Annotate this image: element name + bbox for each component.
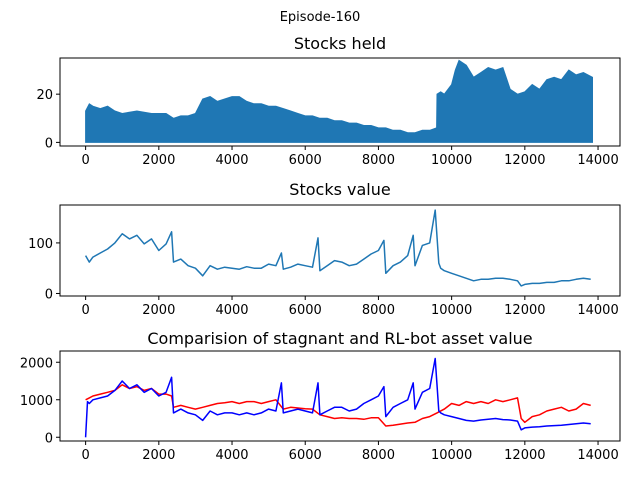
series-line-2 [84, 357, 591, 438]
x-tick-label: 14000 [577, 153, 618, 168]
x-tick-label: 6000 [289, 303, 322, 318]
chart-title: Stocks held [294, 34, 386, 53]
chart-title: Stocks value [289, 180, 390, 199]
x-tick-label: 8000 [362, 448, 395, 463]
x-tick-label: 0 [81, 153, 89, 168]
y-tick-label: 0 [45, 136, 53, 151]
x-tick-label: 8000 [362, 153, 395, 168]
series-area [85, 59, 593, 143]
series-line-1 [85, 384, 591, 427]
y-tick-label: 20 [36, 88, 53, 103]
y-tick-label: 100 [28, 237, 53, 252]
y-tick-label: 0 [45, 287, 53, 302]
x-tick-label: 12000 [504, 303, 545, 318]
chart-panel-asset-comparison: Comparision of stagnant and RL-bot asset… [20, 329, 621, 463]
y-tick-label: 2000 [20, 356, 53, 371]
axes-frame [59, 57, 621, 147]
x-tick-label: 10000 [431, 303, 472, 318]
x-tick-label: 10000 [431, 448, 472, 463]
axes-frame [59, 204, 621, 297]
x-tick-label: 4000 [215, 303, 248, 318]
chart-title: Comparision of stagnant and RL-bot asset… [147, 329, 532, 348]
chart-panel-stocks-held: Stocks held 0 2000 4000 6000 8000 10000 12000 1… [36, 34, 621, 168]
x-tick-label: 6000 [289, 448, 322, 463]
x-tick-label: 0 [81, 303, 89, 318]
y-tick-label: 0 [45, 431, 53, 446]
x-tick-label: 4000 [215, 153, 248, 168]
x-tick-label: 10000 [431, 153, 472, 168]
x-tick-label: 12000 [504, 448, 545, 463]
x-tick-label: 0 [81, 448, 89, 463]
chart-panel-stocks-value: Stocks value 0 2000 4000 6000 8000 10000 12000… [28, 180, 621, 318]
x-tick-label: 2000 [142, 303, 175, 318]
x-tick-label: 14000 [577, 448, 618, 463]
x-tick-label: 8000 [362, 303, 395, 318]
x-tick-label: 4000 [215, 448, 248, 463]
x-tick-label: 2000 [142, 448, 175, 463]
x-tick-label: 12000 [504, 153, 545, 168]
x-tick-label: 6000 [289, 153, 322, 168]
series-line-1 [84, 209, 591, 287]
axes-frame [59, 350, 621, 442]
x-tick-label: 14000 [577, 303, 618, 318]
y-tick-label: 1000 [20, 394, 53, 409]
figure-suptitle: Episode-160 [280, 10, 361, 25]
x-tick-label: 2000 [142, 153, 175, 168]
